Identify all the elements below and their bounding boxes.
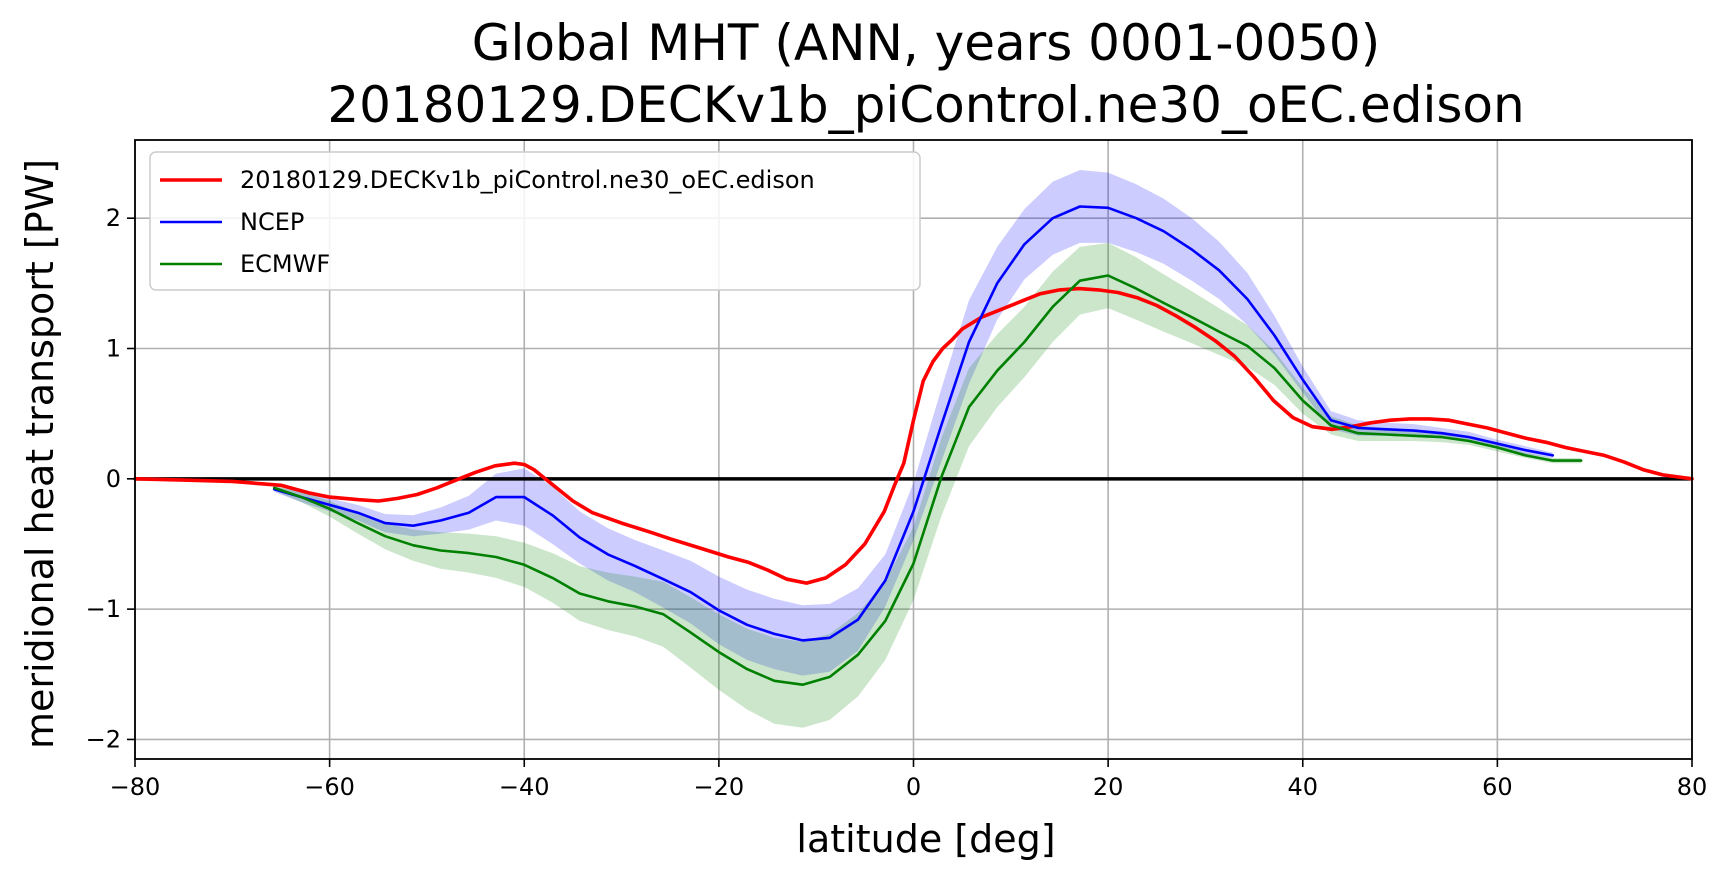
y-tick-label: 2 — [106, 204, 121, 232]
axis-ticks: −80 −60 −40 −20 0 20 40 60 80 −2 −1 0 1 2 — [86, 204, 1708, 801]
x-tick-label: −60 — [304, 773, 355, 801]
x-tick-label: −80 — [110, 773, 161, 801]
legend-label-ncep: NCEP — [240, 208, 304, 236]
band-ncep — [274, 170, 1553, 676]
series-line-model — [133, 286, 1694, 585]
series-line-ecmwf — [272, 274, 1583, 687]
band-ecmwf — [274, 242, 1582, 728]
legend-label-model: 20180129.DECKv1b_piControl.ne30_oEC.edis… — [240, 166, 815, 194]
x-tick-label: 0 — [906, 773, 921, 801]
x-axis-label: latitude [deg] — [796, 817, 1055, 861]
x-tick-label: 40 — [1287, 773, 1318, 801]
legend: 20180129.DECKv1b_piControl.ne30_oEC.edis… — [149, 151, 921, 291]
series-lines — [133, 205, 1694, 687]
chart-title-line2: 20180129.DECKv1b_piControl.ne30_oEC.edis… — [327, 76, 1524, 134]
chart-title-line1: Global MHT (ANN, years 0001-0050) — [472, 14, 1380, 72]
legend-box — [149, 151, 921, 291]
y-tick-label: −2 — [86, 725, 121, 753]
y-tick-label: 0 — [106, 465, 121, 493]
x-tick-label: −20 — [694, 773, 745, 801]
x-tick-label: 20 — [1093, 773, 1124, 801]
legend-label-ecmwf: ECMWF — [240, 250, 330, 278]
uncertainty-bands — [274, 170, 1582, 728]
y-axis-label: meridional heat transport [PW] — [18, 159, 62, 749]
x-tick-label: 60 — [1482, 773, 1513, 801]
x-tick-label: −40 — [499, 773, 550, 801]
y-tick-label: −1 — [86, 595, 121, 623]
series-line-ncep — [272, 205, 1555, 642]
y-tick-label: 1 — [106, 335, 121, 363]
x-tick-label: 80 — [1677, 773, 1708, 801]
